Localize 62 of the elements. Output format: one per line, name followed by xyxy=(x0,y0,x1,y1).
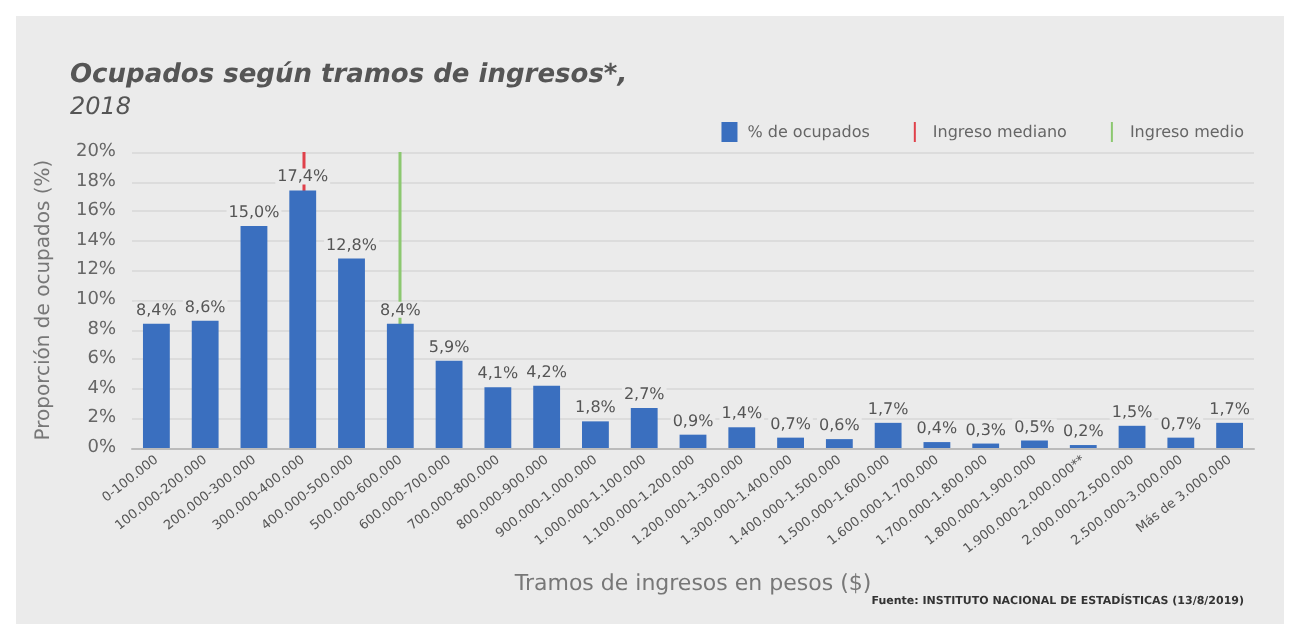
bar xyxy=(777,437,804,448)
data-label: 17,4% xyxy=(277,167,329,186)
y-tick-label: 16% xyxy=(75,201,117,222)
data-label: 1,7% xyxy=(1209,399,1251,418)
chart-title: Ocupados según tramos de ingresos*, xyxy=(70,60,628,90)
data-label: 8,6% xyxy=(184,297,227,316)
bar xyxy=(240,226,268,448)
y-axis-title: Proporción de ocupados (%) xyxy=(33,159,56,441)
bar xyxy=(630,408,658,448)
legend-label: Ingreso medio xyxy=(1129,123,1245,141)
bar xyxy=(923,442,951,448)
bar xyxy=(728,427,756,448)
bar xyxy=(289,190,317,448)
y-tick-label: 10% xyxy=(75,290,117,310)
data-label: 0,9% xyxy=(672,411,715,430)
data-label: 0,3% xyxy=(965,420,1007,439)
bar xyxy=(191,320,219,448)
bar xyxy=(484,387,512,448)
data-label: 0,2% xyxy=(1062,422,1105,441)
y-tick-label: 4% xyxy=(87,378,117,399)
data-label: 1,4% xyxy=(721,404,763,423)
data-label: 8,4% xyxy=(379,300,422,319)
data-label: 0,6% xyxy=(819,416,861,435)
data-label: 1,5% xyxy=(1111,402,1154,421)
bar xyxy=(825,439,853,448)
bar xyxy=(386,323,414,448)
chart-subtitle: 2018 xyxy=(70,92,132,120)
y-tick-label: 14% xyxy=(75,230,117,251)
y-tick-label: 20% xyxy=(75,142,117,162)
data-label: 1,8% xyxy=(575,398,617,417)
y-tick-label: 0% xyxy=(87,438,117,458)
bar xyxy=(679,434,707,448)
y-tick-label: 2% xyxy=(87,408,117,429)
x-axis-title: Tramos de ingresos en pesos ($) xyxy=(512,570,872,596)
data-label: 0,4% xyxy=(916,419,959,438)
bar xyxy=(435,360,463,448)
data-label: 5,9% xyxy=(428,337,471,356)
bar xyxy=(1167,437,1195,448)
y-tick-label: 18% xyxy=(75,171,117,192)
bar xyxy=(1021,440,1048,448)
data-label: 8,4% xyxy=(136,300,178,319)
bar xyxy=(1216,422,1244,448)
data-label: 12,8% xyxy=(326,235,378,254)
data-label: 4,1% xyxy=(477,364,519,383)
legend-label: % de ocupados xyxy=(747,123,870,141)
data-label: 2,7% xyxy=(623,385,666,404)
data-label: 0,7% xyxy=(1160,414,1202,433)
bar xyxy=(1118,425,1146,448)
bar xyxy=(338,258,365,448)
y-tick-label: 12% xyxy=(75,260,117,281)
data-label: 0,5% xyxy=(1014,417,1056,436)
bar xyxy=(533,385,561,448)
data-label: 15,0% xyxy=(228,203,281,221)
y-tick-label: 8% xyxy=(87,319,117,340)
data-label: 1,7% xyxy=(867,399,910,418)
bar xyxy=(582,421,609,448)
legend-label: Ingreso mediano xyxy=(932,123,1068,141)
data-label: 4,2% xyxy=(526,362,568,381)
bar xyxy=(874,422,902,448)
y-tick-label: 6% xyxy=(87,349,117,370)
data-label: 0,7% xyxy=(770,414,812,433)
bar xyxy=(142,323,170,448)
